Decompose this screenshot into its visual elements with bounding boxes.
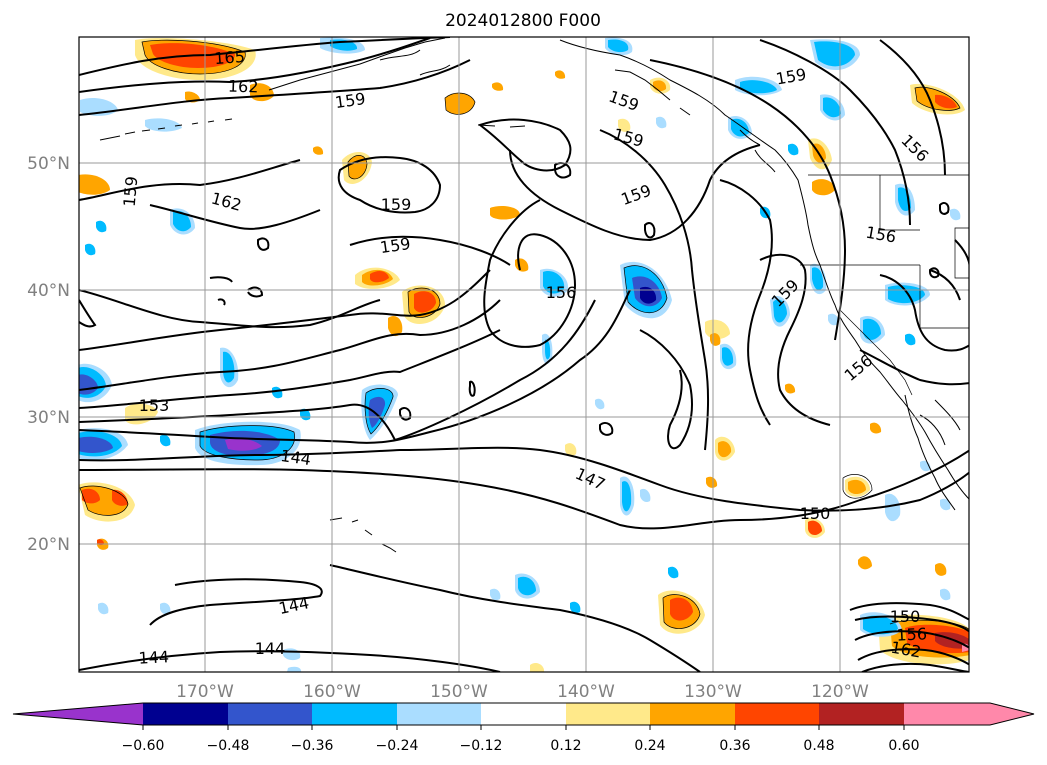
contour-label: 165 [214, 47, 246, 68]
contour-label: 150 [800, 504, 831, 523]
map-panel: 165 162 159 159 159 159 159 162 159 159 … [78, 36, 970, 673]
map-frame [78, 36, 970, 673]
colorbar-tick-label: −0.48 [207, 738, 250, 754]
colorbar-tick-label: 0.60 [888, 738, 919, 754]
contour-label: 153 [139, 396, 170, 415]
colorbar-segment [481, 703, 566, 725]
contour-label: 159 [381, 195, 412, 214]
lat-label: 30°N [27, 408, 70, 428]
colorbar-segment [312, 703, 397, 725]
colorbar-low-extension [13, 703, 143, 725]
colorbar-segment [228, 703, 312, 725]
contour-label: 159 [120, 175, 142, 207]
contour-label: 150 [890, 607, 921, 626]
contour-label: 159 [379, 234, 412, 257]
lat-label: 50°N [27, 154, 70, 174]
lon-label: 130°W [684, 682, 742, 702]
colorbar-tick-label: 0.24 [634, 738, 665, 754]
contour-label: 144 [279, 446, 312, 469]
gridlines [79, 37, 969, 672]
colorbar-tick-label: 0.36 [719, 738, 750, 754]
lat-label: 40°N [27, 281, 70, 301]
contour-labels: 165 162 159 159 159 159 159 162 159 159 … [120, 47, 933, 668]
contour-label: 156 [546, 283, 577, 302]
colorbar: −0.60 −0.48 −0.36 −0.24 −0.12 0.12 0.24 … [12, 702, 1035, 754]
colorbar-tick-label: −0.36 [291, 738, 334, 754]
contour-label: 144 [255, 639, 286, 658]
shading-outlines [79, 39, 969, 630]
colorbar-segment [397, 703, 481, 725]
contour-label: 162 [228, 76, 259, 96]
longitude-labels: 170°W 160°W 150°W 140°W 130°W 120°W [176, 682, 869, 702]
lat-label: 20°N [27, 535, 70, 555]
colorbar-segment [143, 703, 228, 725]
colorbar-tick-label: −0.12 [460, 738, 503, 754]
figure-title: 2024012800 F000 [445, 11, 601, 31]
latitude-labels: 50°N 40°N 30°N 20°N [27, 154, 70, 555]
colorbar-tick-label: −0.60 [122, 738, 165, 754]
contour-label: 159 [334, 89, 367, 112]
colorbar-tick-label: −0.24 [376, 738, 419, 754]
lon-label: 120°W [811, 682, 869, 702]
lon-label: 150°W [430, 682, 488, 702]
colorbar-segment [650, 703, 735, 725]
colorbar-tick-label: 0.48 [803, 738, 834, 754]
lon-label: 160°W [303, 682, 361, 702]
colorbar-tick-label: 0.12 [550, 738, 581, 754]
height-contours [79, 37, 969, 672]
colorbar-segment [735, 703, 819, 725]
colorbar-segment [819, 703, 904, 725]
colorbar-ticks [142, 725, 905, 730]
colorbar-high-extension [904, 703, 1034, 725]
contour-label: 144 [138, 647, 169, 668]
lon-label: 140°W [557, 682, 615, 702]
contour-label: 156 [896, 624, 927, 645]
lon-label: 170°W [176, 682, 234, 702]
colorbar-segment [566, 703, 650, 725]
